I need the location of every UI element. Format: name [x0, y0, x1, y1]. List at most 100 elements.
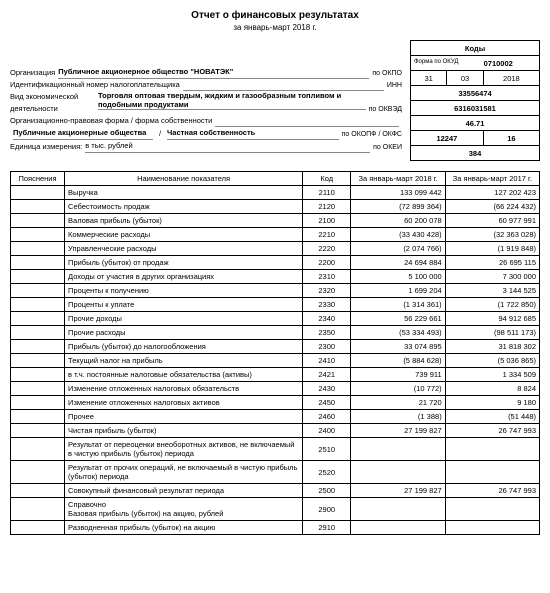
okud-cell: Форма по ОКУД0710002	[411, 56, 540, 71]
cell-poy	[11, 498, 65, 521]
cell-code: 2110	[303, 186, 351, 200]
cell-poy	[11, 228, 65, 242]
cell-current: 739 911	[351, 368, 445, 382]
cell-poy	[11, 214, 65, 228]
cell-current	[351, 438, 445, 461]
table-row: Чистая прибыль (убыток)240027 199 82726 …	[11, 424, 540, 438]
cell-poy	[11, 242, 65, 256]
cell-prev: (66 224 432)	[445, 200, 539, 214]
cell-name: Доходы от участия в других организациях	[65, 270, 303, 284]
cell-prev: 1 334 509	[445, 368, 539, 382]
cell-name: Изменение отложенных налоговых обязатель…	[65, 382, 303, 396]
cell-poy	[11, 368, 65, 382]
cell-prev: 9 180	[445, 396, 539, 410]
table-row: Справочно Базовая прибыль (убыток) на ак…	[11, 498, 540, 521]
financial-table: Пояснения Наименование показателя Код За…	[10, 171, 540, 535]
th-prev: За январь-март 2017 г.	[445, 172, 539, 186]
table-row: Изменение отложенных налоговых обязатель…	[11, 382, 540, 396]
cell-poy	[11, 484, 65, 498]
th-code: Код	[303, 172, 351, 186]
cell-poy	[11, 256, 65, 270]
cell-prev: 127 202 423	[445, 186, 539, 200]
orgform2: Частная собственность	[167, 127, 339, 140]
cell-prev: 8 824	[445, 382, 539, 396]
table-row: Прибыль (убыток) до налогообложения23003…	[11, 340, 540, 354]
cell-name: Проценты к уплате	[65, 298, 303, 312]
cell-current: (1 388)	[351, 410, 445, 424]
cell-poy	[11, 410, 65, 424]
cell-code: 2350	[303, 326, 351, 340]
cell-poy	[11, 200, 65, 214]
cell-current: 1 699 204	[351, 284, 445, 298]
table-row: Коммерческие расходы2210(33 430 428)(32 …	[11, 228, 540, 242]
header-block: Организация Публичное акционерное общест…	[10, 40, 540, 161]
cell-name: Чистая прибыль (убыток)	[65, 424, 303, 438]
cell-poy	[11, 461, 65, 484]
cell-code: 2910	[303, 521, 351, 535]
cell-current: (5 884 628)	[351, 354, 445, 368]
table-row: Прочее2460(1 388)(51 448)	[11, 410, 540, 424]
cell-poy	[11, 326, 65, 340]
cell-prev: (1 919 848)	[445, 242, 539, 256]
cell-current: 27 199 827	[351, 424, 445, 438]
cell-name: Прибыль (убыток) от продаж	[65, 256, 303, 270]
inn-cell: 6316031581	[411, 101, 540, 116]
cell-name: Результат от прочих операций, не включае…	[65, 461, 303, 484]
cell-current: (53 334 493)	[351, 326, 445, 340]
cell-current: (72 899 364)	[351, 200, 445, 214]
cell-current: 56 229 661	[351, 312, 445, 326]
cell-code: 2900	[303, 498, 351, 521]
okved-cell: 46.71	[411, 116, 540, 131]
cell-poy	[11, 340, 65, 354]
inn-label: Идентификационный номер налогоплательщик…	[10, 79, 180, 91]
cell-prev: 7 300 000	[445, 270, 539, 284]
cell-prev	[445, 438, 539, 461]
cell-poy	[11, 438, 65, 461]
date-year: 2018	[483, 71, 539, 86]
cell-current	[351, 461, 445, 484]
doc-period: за январь-март 2018 г.	[10, 23, 540, 32]
cell-code: 2410	[303, 354, 351, 368]
cell-code: 2500	[303, 484, 351, 498]
cell-code: 2450	[303, 396, 351, 410]
doc-title: Отчет о финансовых результатах	[10, 10, 540, 21]
cell-code: 2310	[303, 270, 351, 284]
okopf-label: по ОКОПФ / ОКФС	[342, 129, 402, 140]
cell-name: Проценты к получению	[65, 284, 303, 298]
table-row: Выручка2110133 099 442127 202 423	[11, 186, 540, 200]
cell-poy	[11, 298, 65, 312]
codes-header: Коды	[411, 41, 540, 56]
cell-code: 2320	[303, 284, 351, 298]
cell-name: Разводненная прибыль (убыток) на акцию	[65, 521, 303, 535]
cell-name: Себестоимость продаж	[65, 200, 303, 214]
cell-current: 133 099 442	[351, 186, 445, 200]
cell-name: Прибыль (убыток) до налогообложения	[65, 340, 303, 354]
okei-cell: 384	[411, 146, 540, 161]
table-row: Текущий налог на прибыль2410(5 884 628)(…	[11, 354, 540, 368]
unit-value: в тыс. рублей	[85, 140, 370, 153]
cell-code: 2340	[303, 312, 351, 326]
cell-prev: 31 818 302	[445, 340, 539, 354]
cell-poy	[11, 521, 65, 535]
cell-code: 2120	[303, 200, 351, 214]
cell-prev: (51 448)	[445, 410, 539, 424]
table-row: в т.ч. постоянные налоговые обязательств…	[11, 368, 540, 382]
cell-code: 2510	[303, 438, 351, 461]
cell-poy	[11, 312, 65, 326]
cell-prev: (1 722 850)	[445, 298, 539, 312]
cell-current: (2 074 766)	[351, 242, 445, 256]
cell-poy	[11, 424, 65, 438]
cell-current: 60 200 078	[351, 214, 445, 228]
cell-current: 33 074 895	[351, 340, 445, 354]
okfs-cell: 16	[483, 131, 539, 146]
cell-prev: 26 747 993	[445, 484, 539, 498]
cell-prev	[445, 521, 539, 535]
cell-name: Прочие доходы	[65, 312, 303, 326]
cell-code: 2330	[303, 298, 351, 312]
cell-current: 21 720	[351, 396, 445, 410]
table-row: Прочие доходы234056 229 66194 912 685	[11, 312, 540, 326]
table-row: Результат от прочих операций, не включае…	[11, 461, 540, 484]
orgform1: Публичные акционерные общества	[13, 127, 153, 140]
org-label: Организация	[10, 67, 55, 79]
cell-prev: 60 977 991	[445, 214, 539, 228]
